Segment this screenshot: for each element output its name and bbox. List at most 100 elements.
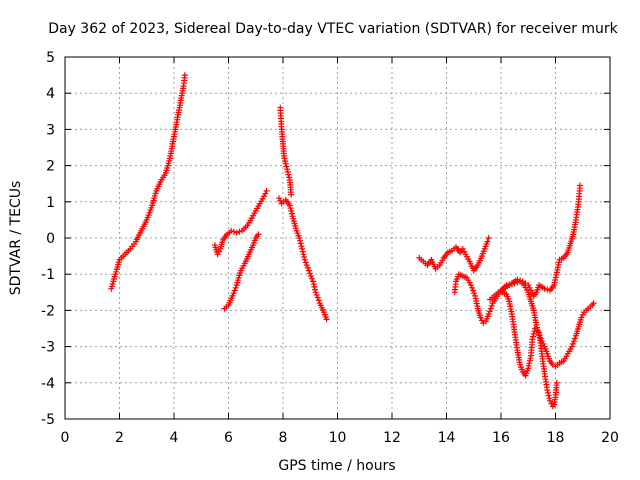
data-point (282, 160, 289, 167)
x-tick-label: 10 (329, 430, 347, 446)
track-1 (108, 72, 188, 292)
data-point (304, 264, 311, 271)
data-point (233, 229, 240, 236)
x-tick-label: 12 (383, 430, 401, 446)
data-point (514, 276, 521, 283)
data-point (288, 191, 295, 198)
data-point (313, 292, 320, 298)
data-point (571, 335, 578, 342)
x-tick-label: 8 (279, 430, 288, 446)
track-8 (487, 289, 560, 410)
x-axis-label: GPS time / hours (278, 458, 395, 474)
data-point (570, 338, 577, 345)
data-point (530, 330, 537, 337)
data-point (569, 340, 576, 347)
data-point (228, 227, 235, 234)
data-point (541, 285, 548, 292)
track-7 (451, 271, 597, 370)
data-point (309, 275, 315, 282)
data-points (108, 72, 597, 410)
track-2 (211, 187, 270, 258)
data-point (303, 262, 310, 269)
y-tick-label: 1 (46, 195, 55, 211)
track-3 (221, 231, 262, 312)
y-tick-label: -1 (41, 267, 55, 283)
data-point (487, 305, 494, 312)
data-point (298, 243, 305, 250)
data-point (286, 174, 293, 181)
data-point (577, 182, 583, 189)
data-point (315, 297, 322, 304)
data-point (517, 277, 524, 284)
data-point (553, 379, 560, 386)
data-point (263, 187, 270, 194)
data-point (486, 308, 493, 315)
data-point (255, 231, 262, 238)
data-point (525, 282, 532, 289)
data-point (277, 197, 284, 204)
data-point (503, 282, 510, 289)
data-point (301, 256, 308, 263)
data-point (312, 289, 319, 296)
data-point (311, 283, 318, 290)
x-tick-label: 14 (438, 430, 456, 446)
y-tick-label: 2 (46, 159, 55, 175)
data-point (314, 294, 321, 301)
data-point (530, 333, 536, 340)
data-point (310, 278, 316, 285)
data-point (232, 284, 239, 291)
data-point (323, 316, 330, 323)
y-tick-label: -3 (41, 340, 55, 356)
data-point (470, 287, 477, 294)
data-point (488, 302, 495, 309)
data-point (468, 282, 474, 289)
track-4 (277, 104, 295, 198)
data-point (285, 171, 292, 178)
data-point (528, 287, 534, 294)
data-point (544, 286, 551, 293)
data-point (485, 311, 492, 317)
data-point (297, 237, 303, 244)
data-point (590, 300, 597, 307)
data-point (284, 166, 291, 173)
data-point (300, 251, 307, 258)
data-point (305, 267, 312, 274)
track-5 (275, 195, 330, 323)
data-point (306, 270, 313, 277)
y-tick-label: -4 (41, 376, 55, 392)
data-point (484, 238, 491, 245)
data-point (312, 286, 318, 293)
data-point (282, 158, 288, 165)
x-tick-label: 16 (492, 430, 510, 446)
y-tick-label: 5 (46, 50, 55, 66)
data-point (307, 273, 314, 279)
y-tick-label: -5 (41, 412, 55, 428)
x-tick-label: 2 (115, 430, 124, 446)
data-point (578, 314, 585, 321)
data-point (506, 281, 513, 288)
data-point (477, 314, 484, 321)
chart-title: Day 362 of 2023, Sidereal Day-to-day VTE… (48, 21, 618, 37)
track-9 (498, 182, 583, 299)
data-point (579, 311, 586, 318)
data-point (297, 240, 304, 247)
data-point (485, 235, 492, 241)
data-point (471, 290, 478, 297)
data-point (568, 343, 575, 350)
x-tick-label: 6 (224, 430, 233, 446)
data-point (302, 259, 309, 266)
x-tick-label: 0 (61, 430, 70, 446)
data-point (533, 321, 540, 328)
grid (65, 57, 610, 419)
data-point (545, 389, 551, 396)
data-point (283, 163, 290, 170)
x-tick-label: 18 (547, 430, 565, 446)
data-point (230, 290, 237, 297)
data-point (286, 202, 293, 209)
data-point (545, 392, 552, 399)
data-point (181, 72, 188, 79)
data-point (299, 245, 306, 252)
data-point (216, 248, 222, 255)
